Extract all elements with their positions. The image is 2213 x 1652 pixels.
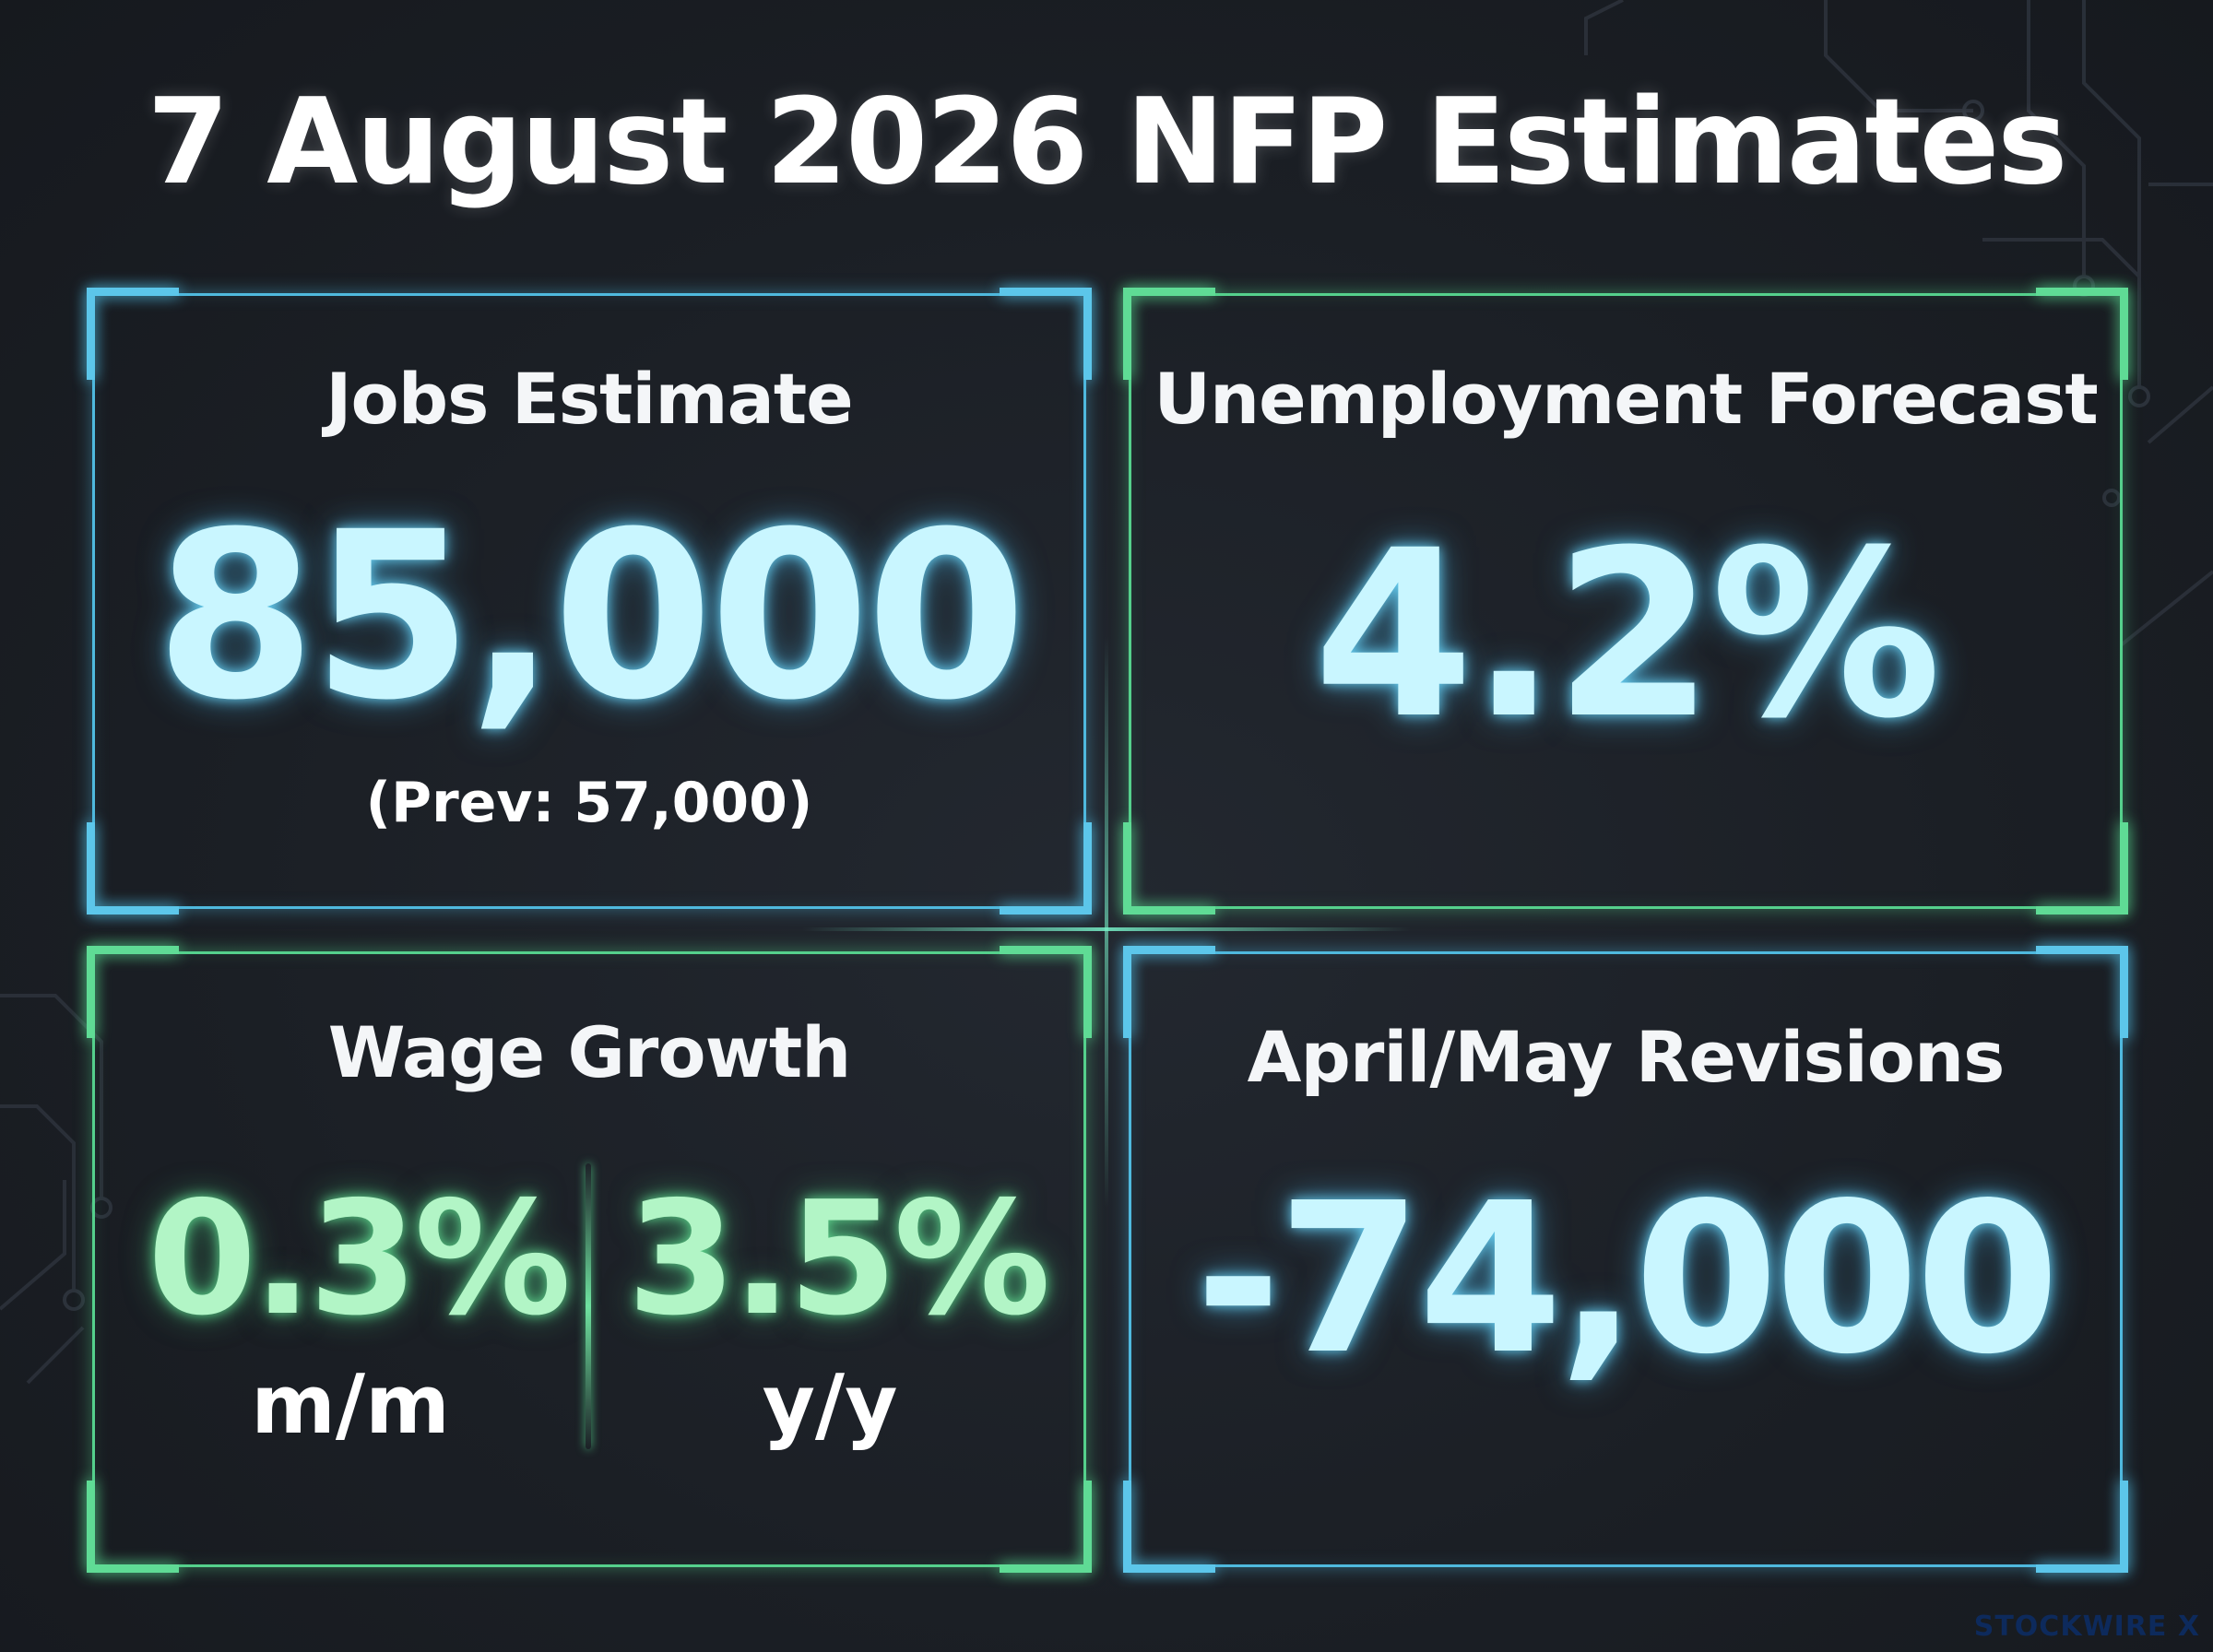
corner-bracket — [87, 822, 179, 914]
panel-border — [92, 293, 1086, 909]
panel-border — [1129, 293, 2123, 909]
panel-border — [92, 951, 1086, 1567]
jobs-estimate-title: Jobs Estimate — [325, 358, 853, 440]
revisions-title: April/May Revisions — [1247, 1016, 2006, 1098]
revisions-panel: April/May Revisions -74,000 — [1123, 946, 2128, 1573]
corner-bracket — [1000, 1481, 1092, 1573]
corner-bracket — [1123, 288, 1215, 380]
watermark-logo: STOCKWIRE X — [1973, 1611, 2200, 1643]
panel-border — [1129, 951, 2123, 1567]
corner-bracket — [2036, 946, 2128, 1038]
corner-bracket — [2036, 288, 2128, 380]
corner-bracket — [87, 1481, 179, 1573]
revisions-value: -74,000 — [1195, 1159, 2060, 1400]
unemployment-forecast-value: 4.2% — [1313, 501, 1941, 769]
corner-bracket — [87, 288, 179, 380]
wage-growth-yy-value: 3.5% — [627, 1168, 1050, 1351]
unemployment-forecast-title: Unemployment Forecast — [1154, 358, 2098, 440]
jobs-previous-value: (Prev: 57,000) — [365, 771, 813, 835]
wage-growth-title: Wage Growth — [327, 1011, 852, 1093]
corner-bracket — [87, 946, 179, 1038]
corner-bracket — [1000, 822, 1092, 914]
corner-bracket — [2036, 1481, 2128, 1573]
wage-growth-mm-label: m/m — [251, 1357, 450, 1452]
corner-bracket — [1000, 288, 1092, 380]
jobs-estimate-value: 85,000 — [155, 482, 1027, 750]
center-cross-vertical — [1105, 636, 1108, 1208]
wage-growth-yy-label: y/y — [762, 1357, 898, 1452]
corner-bracket — [1123, 822, 1215, 914]
page-title: 7 August 2026 NFP Estimates — [147, 74, 2068, 211]
wage-growth-panel: Wage Growth 0.3% m/m 3.5% y/y — [87, 946, 1092, 1573]
corner-bracket — [2036, 822, 2128, 914]
jobs-estimate-panel: Jobs Estimate 85,000 (Prev: 57,000) — [87, 288, 1092, 914]
unemployment-forecast-panel: Unemployment Forecast 4.2% — [1123, 288, 2128, 914]
corner-bracket — [1000, 946, 1092, 1038]
corner-bracket — [1123, 1481, 1215, 1573]
corner-bracket — [1123, 946, 1215, 1038]
wage-growth-divider — [586, 1163, 591, 1449]
wage-growth-mm-value: 0.3% — [148, 1168, 571, 1351]
